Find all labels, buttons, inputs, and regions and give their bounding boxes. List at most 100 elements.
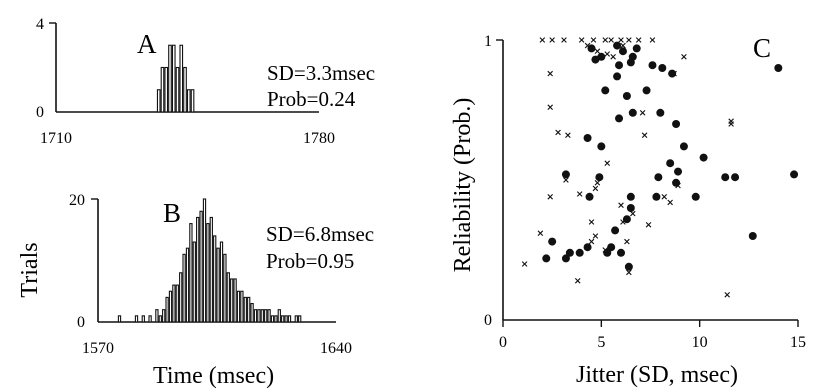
panel-b-bar — [175, 284, 179, 323]
panel-b-x-axis-label: Time (msec) — [153, 363, 274, 389]
panel-b-ytick-label-bottom: 0 — [77, 314, 85, 331]
scatter-point-circle — [561, 170, 570, 179]
panel-b-xtick-label-left: 1570 — [82, 340, 114, 357]
panel-b-bar — [240, 290, 244, 323]
panel-a-bars — [156, 44, 195, 113]
panel-b-bar — [155, 309, 159, 323]
scatter-point-cross — [618, 202, 624, 208]
scatter-point-cross — [547, 70, 553, 77]
scatter-point-circle — [622, 92, 631, 100]
panel-b-bar — [253, 309, 258, 323]
scatter-point-circle — [548, 237, 557, 246]
scatter-point-cross — [594, 48, 601, 54]
scatter-point-cross — [521, 261, 528, 267]
panel-a-prob-annotation: Prob=0.24 — [267, 87, 356, 111]
scatter-point-circle — [583, 243, 592, 252]
panel-b-bar — [250, 302, 254, 323]
scatter-point-cross — [645, 222, 652, 228]
panel-b-bar — [247, 296, 251, 323]
scatter-point-circle — [652, 192, 661, 201]
panel-b-bar — [117, 315, 122, 323]
scatter-point-cross — [539, 37, 546, 43]
scatter-point-circle — [542, 254, 551, 263]
scatter-point-circle — [624, 262, 633, 271]
panel-b-bar — [281, 315, 285, 323]
scatter-point-circle — [672, 120, 681, 128]
panel-b-bars — [117, 198, 302, 323]
panel-a-bar — [160, 66, 165, 113]
panel-b-bar — [185, 247, 190, 323]
panel-b-bar — [243, 296, 247, 323]
scatter-point-cross — [618, 37, 624, 43]
scatter-point-circle — [618, 47, 627, 56]
panel-b-bar — [168, 290, 173, 323]
scatter-point-cross — [728, 118, 734, 124]
scatter-point-cross — [608, 37, 614, 43]
scatter-point-circle — [611, 226, 620, 235]
scatter-point-cross — [563, 177, 569, 183]
scatter-point-cross — [649, 37, 656, 43]
panel-c-xticks: 0 5 10 15 — [499, 320, 806, 351]
panel-b-bar — [264, 309, 268, 323]
panel-c-label: C — [753, 33, 771, 63]
scatter-point-circle — [654, 173, 663, 182]
scatter-point-circle — [790, 170, 799, 179]
scatter-point-cross — [604, 51, 611, 57]
scatter-point-circle — [658, 64, 667, 72]
scatter-point-cross — [592, 233, 599, 239]
panel-b-bar — [172, 284, 176, 323]
scatter-point-cross — [667, 199, 673, 206]
scatter-point-cross — [555, 129, 561, 136]
panel-b-bar — [209, 216, 213, 323]
panel-b-bar — [141, 315, 145, 323]
scatter-point-circle — [565, 248, 574, 257]
scatter-point-cross — [588, 219, 595, 225]
scatter-point-cross — [620, 42, 626, 49]
scatter-point-circle — [607, 243, 616, 252]
scatter-point-cross — [641, 132, 648, 138]
panel-b-bar — [257, 309, 261, 323]
panel-b-bar — [199, 210, 203, 323]
scatter-point-cross — [610, 54, 616, 60]
scatter-point-circle — [748, 232, 757, 240]
scatter-point-circle — [691, 192, 700, 201]
histogram-panel-a: 4 0 1710 1780 A SD=3.3msec Prob=0.24 — [36, 16, 375, 147]
panel-c-xtick-label: 5 — [597, 334, 605, 351]
scatter-point-cross — [639, 110, 646, 116]
scatter-point-cross — [626, 269, 632, 276]
scatter-point-circle — [575, 248, 584, 257]
scatter-point-circle — [632, 44, 641, 53]
scatter-point-cross — [565, 132, 571, 138]
scatter-point-circle — [642, 86, 651, 95]
scatter-point-cross — [574, 278, 581, 284]
panel-a-xtick-label-left: 1710 — [40, 130, 72, 147]
panel-b-bar — [216, 247, 220, 323]
scatter-point-circle — [597, 142, 606, 151]
panel-b-bar — [284, 315, 288, 323]
panel-b-bar — [223, 253, 227, 323]
scatter-point-circle — [595, 173, 604, 182]
panel-a-xtick-label-right: 1780 — [303, 130, 335, 147]
scatter-point-circle — [656, 108, 665, 117]
panel-b-bar — [270, 315, 275, 323]
panel-c-ytick-label-bottom: 0 — [484, 312, 492, 329]
scatter-point-circle — [587, 44, 596, 53]
panel-a-bar — [190, 89, 195, 113]
scatter-point-cross — [620, 219, 626, 225]
scatter-point-cross — [604, 160, 611, 166]
scatter-point-cross — [671, 70, 677, 77]
panel-c-points — [521, 37, 799, 298]
scatter-point-cross — [724, 292, 730, 298]
panel-a-bar — [164, 66, 169, 113]
panel-a-ytick-label-top: 4 — [36, 16, 44, 33]
panel-b-bar — [298, 315, 302, 323]
panel-b-bar — [202, 198, 207, 323]
panel-b-bar — [277, 309, 281, 323]
panel-a-bar — [156, 89, 161, 113]
panel-b-bar — [287, 315, 292, 323]
panel-a-sd-annotation: SD=3.3msec — [267, 61, 375, 85]
scatter-point-circle — [591, 55, 600, 64]
scatter-point-circle — [615, 61, 624, 70]
scatter-point-cross — [588, 238, 595, 245]
